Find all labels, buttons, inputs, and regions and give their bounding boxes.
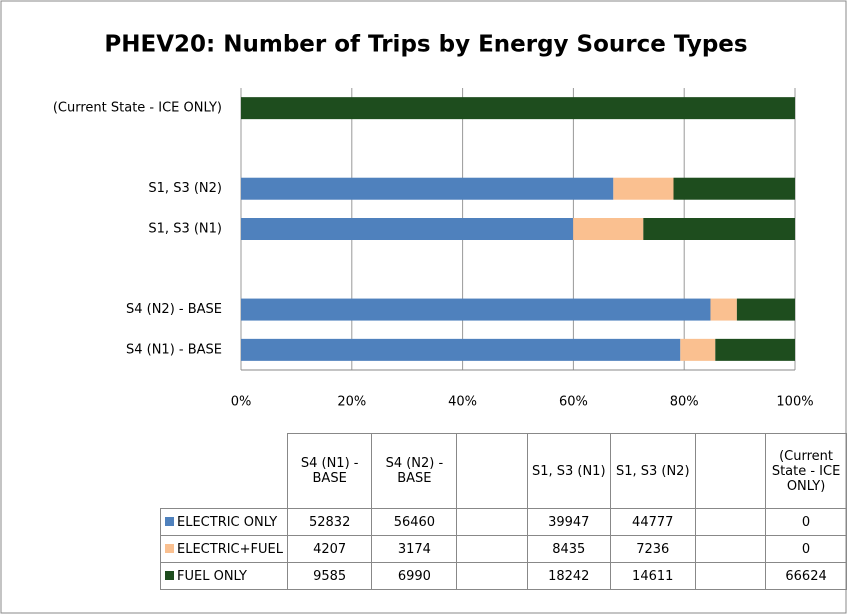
table-header-cell: (Current State - ICE ONLY) — [765, 433, 847, 509]
table-value: 7236 — [609, 535, 696, 563]
y-tick-label: S1, S3 (N2) — [148, 181, 222, 196]
y-tick-label: S4 (N2) - BASE — [126, 302, 222, 317]
table-corner — [161, 434, 288, 509]
legend-entry: ELECTRIC ONLY — [160, 508, 288, 536]
table-header-cell: S4 (N2) - BASE — [371, 433, 458, 509]
legend-label: ELECTRIC+FUEL — [177, 541, 283, 557]
table-header-row: S4 (N1) - BASE S4 (N2) - BASE S1, S3 (N1) S… — [161, 433, 847, 509]
bar-segment — [241, 218, 574, 240]
table-value — [456, 562, 528, 590]
legend-entry: ELECTRIC+FUEL — [160, 535, 288, 563]
table-value — [456, 535, 528, 563]
x-tick-label: 40% — [448, 395, 477, 410]
bar-segment — [241, 177, 614, 200]
legend-label: FUEL ONLY — [177, 568, 247, 584]
x-tick-label: 20% — [337, 395, 366, 410]
table-value: 44777 — [609, 508, 696, 536]
table-value: 56460 — [371, 508, 458, 536]
legend-swatch — [165, 543, 174, 553]
bar-segment — [573, 218, 644, 240]
table-value: 8435 — [526, 535, 611, 563]
table-value: 39947 — [526, 508, 611, 536]
table-row: ELECTRIC ONLY 52832 56460 39947 44777 0 — [160, 508, 847, 536]
bar-segment — [715, 338, 795, 361]
bar-segment — [241, 298, 711, 321]
bar-segment — [241, 338, 681, 361]
table-value: 0 — [765, 508, 847, 536]
legend-label: ELECTRIC ONLY — [177, 514, 278, 530]
table-row: ELECTRIC+FUEL 4207 3174 8435 7236 0 — [160, 535, 847, 563]
bar-segment — [241, 97, 795, 120]
table-value: 0 — [765, 535, 847, 563]
bar-segment — [680, 338, 716, 361]
bar-segment — [643, 218, 795, 240]
table-value: 14611 — [609, 562, 696, 590]
legend-swatch — [165, 570, 174, 580]
table-value — [694, 508, 767, 536]
table-value: 6990 — [371, 562, 458, 590]
y-tick-label: S1, S3 (N1) — [148, 222, 222, 237]
table-header-cell — [456, 433, 528, 509]
table-header-cell: S1, S3 (N2) — [609, 433, 696, 509]
table-header-cell — [694, 433, 767, 509]
table-value: 9585 — [286, 562, 373, 590]
table-value: 52832 — [286, 508, 373, 536]
legend-swatch — [165, 516, 174, 526]
bar-segment — [736, 298, 795, 321]
table-value — [694, 562, 767, 590]
table-row: FUEL ONLY 9585 6990 18242 14611 66624 — [160, 562, 847, 590]
table-header-cell: S1, S3 (N1) — [526, 433, 611, 509]
y-tick-label: (Current State - ICE ONLY) — [53, 101, 222, 116]
x-tick-label: 80% — [670, 395, 699, 410]
x-tick-label: 60% — [559, 395, 588, 410]
table-value — [456, 508, 528, 536]
bar-segment — [613, 177, 674, 200]
x-tick-label: 100% — [776, 395, 813, 410]
y-tick-label: S4 (N1) - BASE — [126, 342, 222, 357]
x-tick-label: 0% — [231, 395, 252, 410]
table-value: 4207 — [286, 535, 373, 563]
chart-title: PHEV20: Number of Trips by Energy Source… — [104, 32, 747, 58]
bar-segment — [710, 298, 737, 321]
table-header-cell: S4 (N1) - BASE — [286, 433, 373, 509]
table-value: 3174 — [371, 535, 458, 563]
data-table: S4 (N1) - BASE S4 (N2) - BASE S1, S3 (N1) S… — [160, 433, 847, 590]
bar-segment — [673, 177, 795, 200]
table-value — [694, 535, 767, 563]
table-value: 66624 — [765, 562, 847, 590]
table-value: 18242 — [526, 562, 611, 590]
legend-entry: FUEL ONLY — [160, 562, 288, 590]
